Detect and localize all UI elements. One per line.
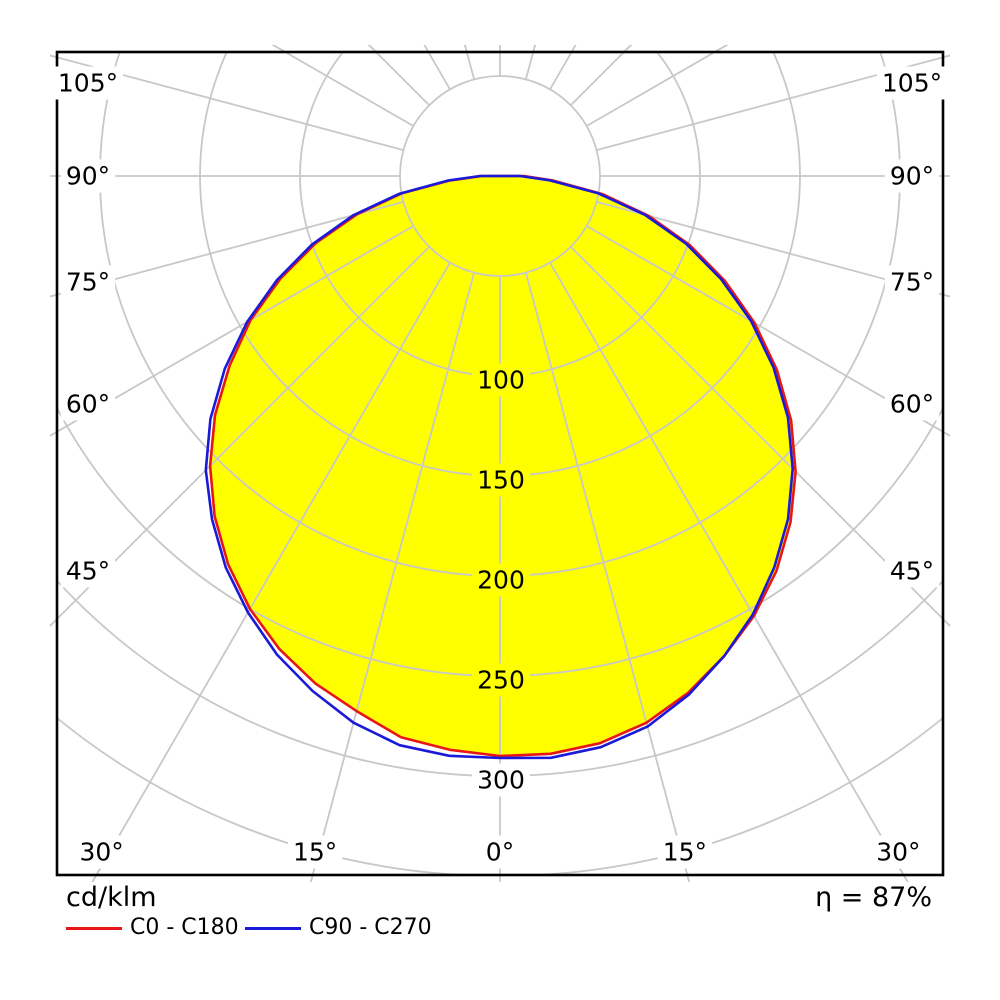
axis-labels: 100 150 200 250 300 105° 105° 90° 90° 75° 75° 60° 60…	[52, 66, 948, 869]
angle-label-right-105: 105°	[882, 69, 942, 98]
r-tick-label-200: 200	[477, 566, 525, 595]
angle-label-bottom-left-15: 15°	[293, 838, 337, 867]
angle-label-bottom-right-30: 30°	[876, 838, 920, 867]
plot-frame	[55, 50, 945, 877]
angle-label-right-45: 45°	[890, 557, 934, 586]
angle-label-left-90: 90°	[66, 162, 110, 191]
curve-c0-c180	[208, 174, 797, 758]
angle-label-bottom-right-15: 15°	[663, 838, 707, 867]
r-tick-label-150: 150	[477, 466, 525, 495]
angle-label-left-60: 60°	[66, 390, 110, 419]
r-tick-label-250: 250	[477, 666, 525, 695]
angle-label-left-75: 75°	[66, 267, 110, 296]
angle-label-right-90: 90°	[890, 162, 934, 191]
angle-label-bottom-0: 0°	[486, 838, 514, 867]
angle-label-right-75: 75°	[890, 267, 934, 296]
angle-label-left-105: 105°	[58, 69, 118, 98]
angle-label-left-45: 45°	[66, 557, 110, 586]
curve-c90-c270	[204, 174, 794, 760]
angle-label-bottom-left-30: 30°	[79, 838, 123, 867]
angle-label-right-60: 60°	[890, 390, 934, 419]
r-tick-label-100: 100	[477, 366, 525, 395]
r-tick-label-300: 300	[477, 766, 525, 795]
